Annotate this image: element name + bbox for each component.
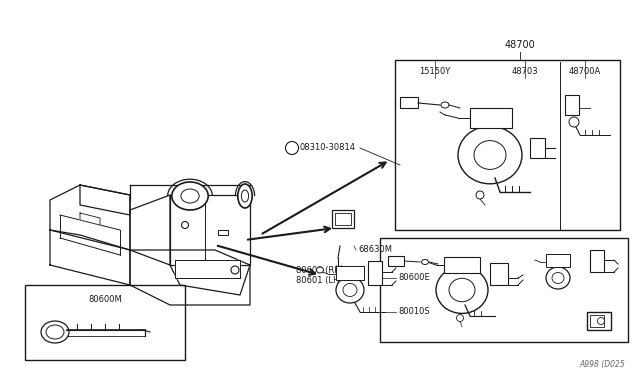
Ellipse shape [241, 190, 248, 202]
Circle shape [569, 117, 579, 127]
Ellipse shape [474, 141, 506, 169]
Circle shape [456, 314, 463, 321]
Text: 80600E: 80600E [398, 273, 429, 282]
Bar [530, 138, 545, 158]
Ellipse shape [172, 182, 208, 210]
Bar [388, 256, 404, 266]
Ellipse shape [41, 321, 69, 343]
Ellipse shape [441, 102, 449, 108]
Bar [470, 108, 512, 128]
Polygon shape [80, 213, 100, 225]
Bar [335, 213, 351, 225]
Polygon shape [130, 250, 250, 305]
Text: 68630M: 68630M [358, 246, 392, 254]
Bar [380, 238, 628, 342]
Ellipse shape [546, 267, 570, 289]
Polygon shape [80, 185, 130, 215]
Bar [336, 266, 364, 280]
Bar [400, 97, 418, 108]
Bar [565, 95, 579, 115]
Ellipse shape [317, 267, 323, 273]
Bar [590, 315, 604, 327]
Ellipse shape [422, 260, 429, 264]
Polygon shape [130, 195, 170, 285]
Bar [490, 263, 508, 285]
Ellipse shape [552, 273, 564, 283]
Ellipse shape [46, 325, 64, 339]
Ellipse shape [449, 278, 475, 302]
Polygon shape [175, 260, 240, 278]
Text: 80010S: 80010S [398, 308, 429, 317]
Text: S: S [289, 144, 294, 153]
Polygon shape [50, 230, 130, 285]
Circle shape [231, 266, 239, 274]
Circle shape [476, 191, 484, 199]
Bar [444, 257, 480, 273]
Circle shape [285, 141, 298, 154]
Circle shape [598, 317, 605, 324]
Polygon shape [50, 185, 130, 250]
Text: 48700A: 48700A [569, 67, 601, 77]
Ellipse shape [181, 189, 199, 203]
Bar [590, 250, 604, 272]
Text: 80600 (RH): 80600 (RH) [296, 266, 344, 275]
Ellipse shape [238, 184, 252, 208]
Bar [25, 285, 185, 360]
Text: 15150Y: 15150Y [419, 67, 451, 77]
Ellipse shape [343, 283, 357, 296]
Ellipse shape [336, 277, 364, 303]
Text: A998 (D025: A998 (D025 [579, 360, 625, 369]
Text: 80601 (LH): 80601 (LH) [296, 276, 342, 285]
Polygon shape [170, 195, 250, 265]
Bar [218, 230, 228, 235]
Text: 48700: 48700 [504, 40, 536, 50]
Bar [368, 261, 382, 285]
Bar [332, 210, 354, 228]
Text: 80600M: 80600M [88, 295, 122, 305]
Text: 48703: 48703 [512, 67, 538, 77]
Ellipse shape [436, 267, 488, 313]
Ellipse shape [458, 126, 522, 184]
Circle shape [182, 221, 189, 228]
Bar [395, 60, 620, 230]
Bar [587, 312, 611, 330]
Text: 08310-30814: 08310-30814 [300, 144, 356, 153]
Bar [546, 254, 570, 267]
